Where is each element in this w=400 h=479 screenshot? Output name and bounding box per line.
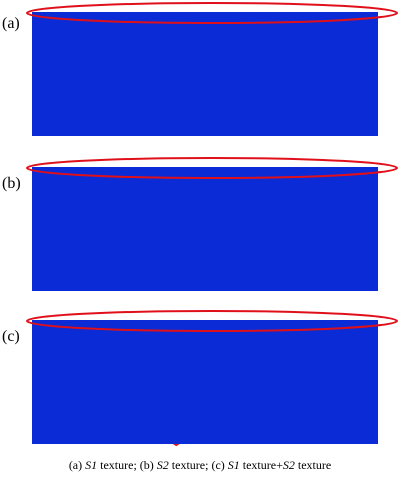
highlight-ellipse <box>26 310 398 332</box>
contour-panel-a <box>26 2 398 137</box>
panel-label-b: (b) <box>2 175 21 192</box>
contour-panel-c <box>26 310 398 447</box>
highlight-ellipse <box>26 2 398 24</box>
contour-band <box>32 12 378 136</box>
contour-band <box>32 320 378 444</box>
panel-label-c: (c) <box>2 328 20 345</box>
contour-band <box>32 167 378 291</box>
figure-caption: (a) S1 texture; (b) S2 texture; (c) S1 t… <box>68 458 332 472</box>
highlight-ellipse <box>26 157 398 179</box>
panel-label-a: (a) <box>2 15 20 32</box>
contour-panel-b <box>26 157 398 291</box>
